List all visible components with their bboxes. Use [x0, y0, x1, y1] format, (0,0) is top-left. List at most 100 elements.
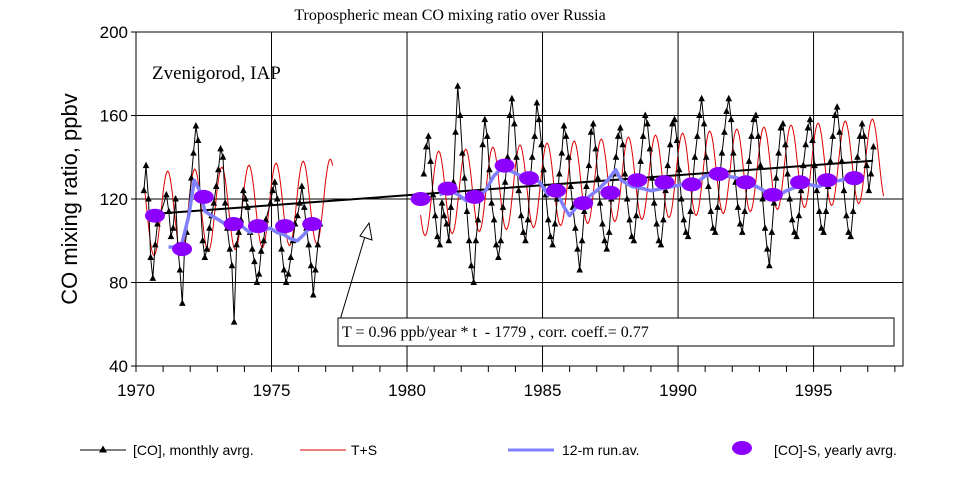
legend-item-fit: T+S — [300, 442, 377, 458]
monthly-point — [296, 199, 303, 206]
monthly-point — [838, 157, 846, 164]
monthly-point — [210, 199, 218, 206]
monthly-point — [601, 236, 608, 244]
legend-yearly-label: [CO]-S, yearly avrg. — [774, 442, 897, 458]
monthly-point — [827, 157, 834, 164]
monthly-point — [660, 215, 667, 223]
monthly-point — [750, 115, 757, 123]
x-tick-label: 1985 — [524, 381, 562, 400]
monthly-point — [860, 132, 868, 139]
yearly-point — [518, 171, 539, 186]
monthly-point — [745, 157, 753, 164]
monthly-point — [727, 115, 735, 123]
monthly-point — [547, 232, 554, 240]
monthly-point — [206, 224, 213, 231]
monthly-point — [312, 265, 319, 273]
monthly-point — [535, 115, 543, 123]
station-label: Zvenigorod, IAP — [152, 63, 281, 84]
monthly-point — [782, 140, 789, 148]
yearly-point — [144, 208, 165, 223]
yearly-point — [223, 217, 244, 232]
legend-running-label: 12-m run.av. — [562, 442, 640, 458]
monthly-point — [497, 236, 505, 244]
monthly-point — [443, 220, 450, 227]
monthly-point — [240, 186, 247, 194]
monthly-point — [858, 119, 866, 127]
monthly-point — [772, 174, 780, 181]
trend-annotation-text: T = 0.96 ppb/year * t - 1779 , corr. coe… — [342, 324, 649, 341]
monthly-point — [754, 132, 762, 139]
monthly-point — [431, 211, 439, 219]
yearly-point — [172, 242, 193, 257]
monthly-point — [255, 270, 263, 277]
monthly-point — [251, 257, 258, 265]
yearly-point — [735, 175, 756, 190]
monthly-point — [711, 228, 719, 235]
monthly-point — [777, 124, 785, 131]
monthly-point — [556, 169, 563, 177]
monthly-point — [531, 132, 538, 139]
yearly-point — [494, 158, 515, 173]
monthly-point — [736, 220, 744, 227]
monthly-point — [603, 245, 611, 252]
monthly-point — [212, 182, 220, 189]
monthly-point — [488, 199, 495, 206]
monthly-point — [646, 144, 654, 152]
monthly-point — [199, 236, 206, 244]
monthly-point — [163, 190, 170, 198]
monthly-point — [483, 132, 491, 139]
monthly-point — [815, 207, 823, 215]
monthly-point — [725, 94, 733, 102]
monthly-point — [517, 211, 525, 219]
monthly-point — [698, 94, 705, 102]
monthly-point — [626, 215, 633, 223]
monthly-point — [560, 121, 568, 129]
monthly-point — [201, 253, 209, 260]
monthly-point — [501, 178, 509, 185]
monthly-point — [791, 228, 798, 235]
monthly-point — [623, 195, 631, 202]
monthly-point — [578, 236, 586, 244]
monthly-point — [436, 240, 444, 248]
monthly-point — [465, 236, 473, 244]
monthly-point — [671, 115, 678, 123]
monthly-point — [540, 165, 547, 173]
monthly-point — [490, 215, 498, 223]
legend-monthly-label: [CO], monthly avrg. — [133, 442, 254, 458]
monthly-point — [843, 211, 850, 219]
monthly-point — [474, 215, 482, 223]
monthly-point — [806, 115, 814, 123]
monthly-point — [820, 228, 827, 235]
monthly-point — [461, 174, 468, 181]
monthly-point — [617, 124, 624, 131]
monthly-point — [840, 186, 848, 194]
monthly-point — [187, 174, 195, 181]
monthly-point — [759, 195, 766, 202]
monthly-point — [524, 215, 532, 223]
legend-fit-label: T+S — [351, 442, 377, 458]
monthly-point — [167, 232, 175, 240]
monthly-point — [585, 161, 593, 169]
monthly-point — [298, 182, 306, 189]
monthly-point — [721, 128, 728, 135]
monthly-point — [770, 199, 778, 206]
monthly-point — [788, 215, 796, 223]
monthly-point — [242, 195, 249, 202]
monthly-point — [562, 132, 570, 139]
monthly-point — [149, 274, 157, 281]
monthly-point — [775, 149, 782, 156]
monthly-point — [285, 270, 292, 277]
monthly-point — [574, 245, 581, 252]
monthly-point — [278, 245, 285, 252]
monthly-point — [673, 136, 681, 144]
monthly-point — [854, 153, 861, 160]
monthly-point — [467, 261, 475, 269]
monthly-point — [307, 261, 315, 269]
x-tick-label: 1990 — [659, 381, 697, 400]
monthly-point — [438, 199, 446, 206]
yearly-point — [681, 177, 702, 192]
monthly-point — [641, 111, 649, 118]
yearly-point — [844, 171, 865, 186]
monthly-point — [260, 236, 267, 244]
x-axis-ticks: 1970 1975 1980 1985 1990 1995 — [117, 366, 896, 400]
